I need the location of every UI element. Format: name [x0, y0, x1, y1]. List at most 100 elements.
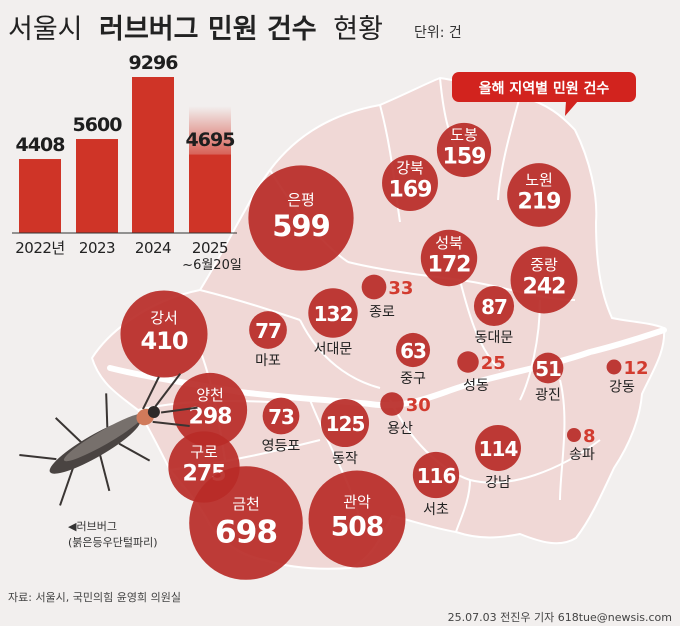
district-value: 114	[479, 437, 518, 461]
district-bubble: 77 마포	[249, 311, 287, 369]
district-name: 마포	[255, 353, 281, 369]
bar-category-sublabel: ~6월20일	[182, 258, 242, 273]
district-value: 159	[443, 145, 486, 170]
district-value: 172	[428, 253, 471, 278]
district-value: 219	[518, 190, 561, 215]
district-value: 73	[268, 405, 294, 429]
district-value: 8	[583, 426, 596, 447]
bar	[189, 154, 231, 233]
bubble-circle	[395, 332, 431, 368]
bubble-circle	[567, 428, 581, 442]
district-name: 강서	[150, 309, 178, 327]
bar-category-label: 2023	[79, 239, 115, 257]
district-name: 구로	[190, 443, 218, 461]
district-name: 중랑	[530, 256, 558, 274]
legend-callout: 올해 지역별 민원 건수	[452, 72, 636, 116]
district-value: 599	[272, 209, 329, 243]
bubble-circle	[507, 163, 571, 227]
bar-extension	[189, 106, 231, 155]
district-name: 강동	[609, 379, 635, 395]
district-value: 410	[141, 327, 188, 355]
district-value: 116	[417, 464, 456, 488]
district-value: 87	[481, 295, 507, 319]
caption-line-1: ◀러브버그	[68, 520, 117, 533]
bubble-circle	[475, 425, 521, 471]
caption-line-2: (붉은등우단털파리)	[68, 536, 158, 549]
district-value: 698	[215, 514, 277, 550]
district-bubble: 33 종로	[361, 274, 413, 320]
bar	[19, 159, 61, 233]
district-name: 성동	[463, 378, 489, 394]
district-name: 동대문	[475, 330, 514, 346]
title-light: 서울시	[8, 14, 83, 45]
district-bubble: 114 강남	[475, 425, 521, 491]
district-value: 125	[326, 412, 365, 436]
bubble-circle	[248, 165, 354, 271]
bar-category-label: 2025	[192, 239, 228, 257]
credit-text: 25.07.03 전진우 기자 618tue@newsis.com	[448, 611, 672, 624]
bubble-circle	[436, 122, 492, 178]
district-bubble: 87 동대문	[473, 285, 515, 346]
district-name: 도봉	[450, 126, 478, 144]
district-name: 금천	[232, 495, 260, 513]
bar	[76, 139, 118, 233]
bubble-circle	[420, 229, 478, 287]
district-value: 33	[388, 278, 413, 299]
district-value: 77	[255, 319, 281, 343]
bubble-circle	[262, 397, 300, 435]
bubble-circle	[308, 288, 358, 338]
district-value: 169	[389, 178, 432, 203]
bubble-circle	[308, 470, 406, 568]
bubble-circle	[380, 392, 404, 416]
title-end: 현황	[333, 14, 383, 45]
title-bold: 러브버그 민원 건수	[99, 14, 317, 45]
unit-label: 단위: 건	[414, 25, 462, 41]
district-name: 은평	[287, 191, 315, 209]
bubble-circle	[120, 290, 208, 378]
district-value: 132	[314, 302, 353, 326]
bar-value-label: 4408	[16, 134, 66, 156]
legend-pointer	[565, 101, 578, 116]
bar-category-label: 2024	[135, 239, 171, 257]
district-bubble: 8송파	[567, 426, 596, 463]
district-bubble: 30 용산	[380, 392, 431, 437]
district-bubble: 63 중구	[395, 332, 431, 387]
district-value: 51	[535, 357, 561, 381]
district-name: 강남	[485, 475, 511, 491]
bubble-circle	[473, 285, 515, 327]
district-value: 63	[400, 339, 426, 363]
source-text: 자료: 서울시, 국민의힘 윤영희 의원실	[8, 591, 181, 604]
bubble-circle	[320, 398, 370, 448]
district-bubble: 132 서대문	[308, 288, 358, 358]
legend-box	[452, 72, 636, 102]
bubble-circle	[189, 466, 303, 580]
bar-value-label: 4695	[186, 129, 235, 151]
district-bubble: 73 영등포	[262, 397, 301, 454]
bubble-circle	[510, 246, 578, 314]
district-name: 서대문	[314, 342, 353, 358]
bar-category-label: 2022년	[15, 239, 64, 257]
district-name: 중구	[400, 371, 426, 387]
district-bubble: 116 서초	[412, 451, 460, 518]
district-name: 용산	[387, 421, 413, 437]
district-name: 영등포	[262, 438, 301, 454]
district-value: 242	[523, 275, 566, 300]
district-name: 강북	[396, 159, 424, 177]
district-name: 동작	[332, 451, 358, 467]
district-bubble: 25 성동	[457, 351, 506, 394]
bar-value-label: 5600	[73, 114, 123, 136]
